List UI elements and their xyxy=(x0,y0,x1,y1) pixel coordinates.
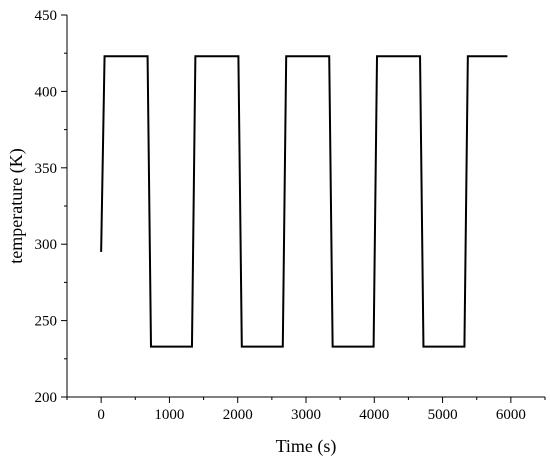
x-axis-ticks: 0 1000 2000 3000 4000 5000 6000 xyxy=(66,397,546,423)
y-tick-label: 300 xyxy=(35,237,58,253)
x-tick-label: 2000 xyxy=(223,407,253,423)
x-tick-label: 6000 xyxy=(496,407,526,423)
x-tick-label: 1000 xyxy=(154,407,184,423)
y-tick-label: 450 xyxy=(35,8,58,24)
y-axis-ticks: 200 250 300 350 400 450 xyxy=(35,8,67,406)
x-tick-label: 3000 xyxy=(291,407,321,423)
x-tick-label: 4000 xyxy=(359,407,389,423)
axes xyxy=(66,15,545,398)
x-tick-label: 5000 xyxy=(428,407,458,423)
y-tick-label: 350 xyxy=(35,161,58,177)
y-tick-label: 200 xyxy=(35,390,58,406)
x-axis-title: Time (s) xyxy=(276,436,337,457)
x-tick-label: 0 xyxy=(97,407,105,423)
temperature-series-line xyxy=(100,55,508,348)
y-tick-label: 400 xyxy=(35,84,58,100)
series-layer xyxy=(100,55,508,348)
y-axis-title: temperature (K) xyxy=(6,148,27,263)
y-tick-label: 250 xyxy=(35,314,58,330)
